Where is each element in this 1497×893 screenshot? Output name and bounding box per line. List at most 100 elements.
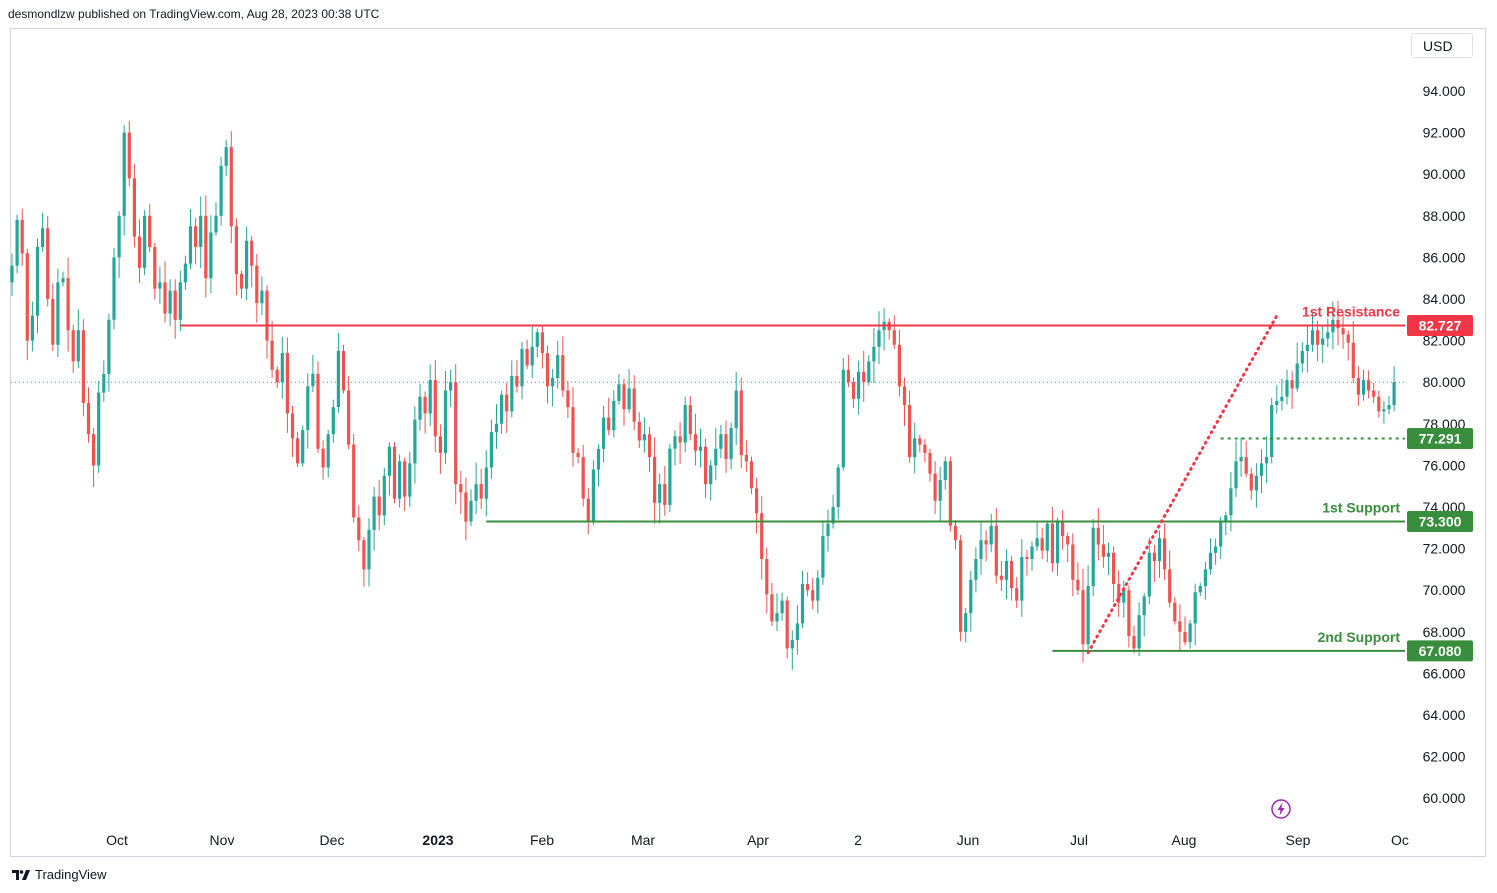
- candle-body: [780, 600, 784, 614]
- candle-body: [321, 448, 325, 468]
- candle-body: [1275, 400, 1279, 406]
- candle-body: [1244, 457, 1248, 474]
- price-tick-label: 62.000: [1423, 749, 1466, 765]
- candle-body: [668, 448, 672, 505]
- time-tick-label: Feb: [530, 832, 554, 848]
- candle-body: [612, 400, 616, 431]
- candle-body: [857, 371, 861, 399]
- candle-body: [1061, 521, 1065, 537]
- candle-body: [1106, 552, 1111, 557]
- candle-body: [1387, 405, 1391, 410]
- candle-body: [1050, 523, 1054, 564]
- price-tick-label: 88.000: [1423, 208, 1466, 224]
- candle-body: [1249, 473, 1253, 491]
- levels-group: 1st Resistance 1st Support 2nd Support: [180, 303, 1405, 652]
- chart-frame[interactable]: [10, 28, 1486, 857]
- candle-body: [994, 525, 998, 576]
- candle-body: [1025, 556, 1029, 559]
- candle-body: [795, 623, 799, 641]
- candle-body: [877, 330, 881, 347]
- candle-body: [999, 575, 1003, 580]
- level-badge-label: 82.727: [1419, 317, 1462, 333]
- price-tick-label: 92.000: [1423, 125, 1466, 141]
- candle-body: [1096, 527, 1100, 545]
- candle-body: [92, 434, 96, 466]
- footer-brand[interactable]: TradingView: [35, 867, 107, 882]
- candle-body: [403, 461, 407, 497]
- candle-body: [908, 405, 912, 458]
- price-tick-label: 78.000: [1423, 416, 1466, 432]
- candle-body: [352, 444, 356, 518]
- lightning-bolt-icon[interactable]: [1270, 798, 1292, 820]
- candle-body: [602, 417, 606, 449]
- time-tick-label: Jul: [1070, 832, 1088, 848]
- candle-body: [1137, 615, 1141, 649]
- candle-body: [387, 446, 391, 476]
- candle-body: [61, 278, 65, 283]
- candle-body: [1035, 538, 1039, 547]
- candle-body: [816, 577, 820, 601]
- candle-body: [770, 594, 774, 622]
- candle-body: [581, 457, 585, 499]
- candle-body: [265, 290, 269, 341]
- candle-body: [56, 282, 60, 345]
- candle-body: [97, 392, 101, 466]
- candle-body: [688, 405, 692, 435]
- currency-selector[interactable]: USD: [1411, 33, 1473, 58]
- candle-body: [1346, 334, 1350, 343]
- candle-body: [183, 263, 187, 283]
- candle-body: [765, 559, 769, 595]
- candle-body: [1229, 488, 1233, 516]
- candle-body: [693, 434, 697, 451]
- candle-body: [698, 446, 703, 451]
- candle-body: [418, 396, 422, 420]
- candle-body: [515, 375, 519, 387]
- candle-body: [1015, 588, 1019, 601]
- candle-body: [1188, 623, 1192, 643]
- time-tick-label: Mar: [631, 832, 655, 848]
- candle-body: [1127, 590, 1131, 636]
- candle-body: [428, 380, 432, 414]
- level-badge-label: 67.080: [1419, 643, 1462, 659]
- candle-body: [1219, 521, 1223, 547]
- candle-body: [408, 463, 412, 497]
- candle-body: [928, 452, 932, 474]
- candle-body: [35, 247, 40, 316]
- candle-body: [1321, 338, 1325, 345]
- candle-body: [1132, 635, 1136, 649]
- candle-body: [372, 496, 376, 530]
- time-tick-label: Nov: [210, 832, 235, 848]
- candle-body: [122, 132, 126, 216]
- candle-body: [841, 369, 845, 468]
- time-tick-label: 2023: [422, 832, 453, 848]
- candle-body: [1234, 461, 1238, 489]
- candle-body: [836, 467, 840, 507]
- candle-body: [1305, 344, 1309, 351]
- candle-body: [918, 438, 922, 445]
- candle-body: [86, 403, 91, 435]
- candle-body: [938, 479, 942, 501]
- time-tick-label: Sep: [1286, 832, 1311, 848]
- candle-body: [658, 484, 662, 503]
- candle-body: [204, 215, 208, 279]
- candle-body: [571, 407, 575, 453]
- candle-body: [433, 380, 437, 437]
- candle-body: [969, 579, 973, 614]
- candle-body: [959, 540, 963, 632]
- candle-body: [1265, 457, 1269, 464]
- candle-body: [520, 348, 524, 387]
- candle-body: [158, 282, 162, 289]
- candle-body: [234, 226, 238, 275]
- candle-body: [1071, 544, 1075, 580]
- price-tick-label: 84.000: [1423, 291, 1466, 307]
- candle-body: [642, 434, 646, 441]
- candle-body: [760, 513, 764, 559]
- candle-body: [1224, 515, 1228, 522]
- candle-body: [1214, 546, 1218, 553]
- candle-body: [341, 351, 346, 391]
- candle-body: [219, 165, 223, 216]
- candle-body: [392, 446, 397, 499]
- tradingview-logo-icon[interactable]: [11, 868, 31, 882]
- candle-body: [1147, 552, 1151, 597]
